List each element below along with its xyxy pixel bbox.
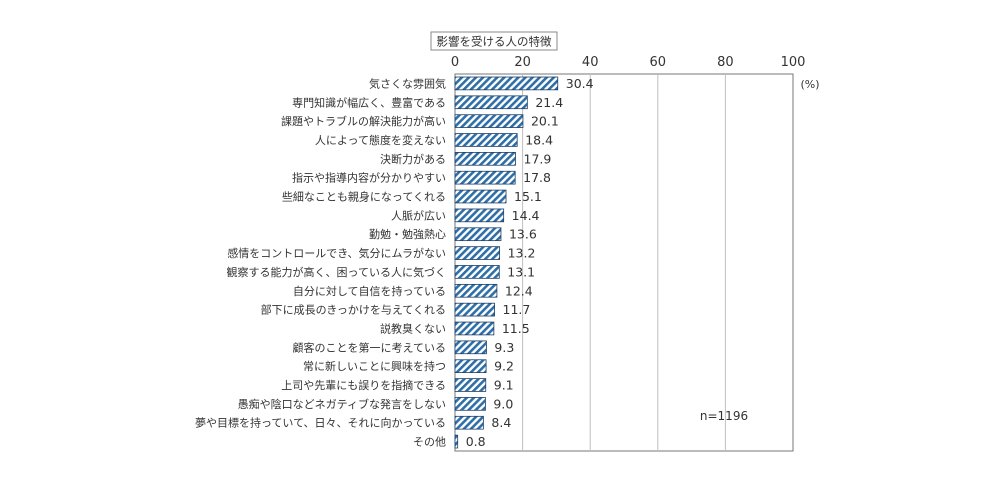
value-label: 9.2 bbox=[494, 359, 514, 374]
value-label: 12.4 bbox=[505, 283, 533, 298]
value-label: 0.8 bbox=[466, 434, 486, 449]
chart-title: 影響を受ける人の特徴 bbox=[437, 35, 552, 49]
category-label: 課題やトラブルの解決能力が高い bbox=[281, 114, 446, 128]
category-label: 部下に成長のきっかけを与えてくれる bbox=[261, 303, 446, 317]
value-label: 17.9 bbox=[524, 151, 552, 166]
x-tick-label: 80 bbox=[717, 55, 734, 70]
bar bbox=[454, 434, 459, 449]
x-tick-label: 60 bbox=[650, 55, 667, 70]
category-label: 決断力がある bbox=[380, 152, 446, 166]
category-label: 指示や指導内容が分かりやすい bbox=[292, 171, 446, 185]
unit-label: (%) bbox=[800, 78, 819, 91]
value-label: 17.8 bbox=[523, 170, 551, 185]
x-tick-label: 0 bbox=[451, 55, 459, 70]
value-label: 14.4 bbox=[512, 208, 540, 223]
bar bbox=[454, 133, 518, 147]
category-label: 勤勉・勉強熱心 bbox=[369, 227, 446, 241]
value-label: 18.4 bbox=[525, 132, 553, 147]
plot-frame bbox=[454, 73, 794, 452]
category-label: 感情をコントロールでき、気分にムラがない bbox=[227, 246, 446, 260]
bar bbox=[454, 397, 486, 411]
value-label: 13.1 bbox=[507, 264, 535, 279]
bar bbox=[454, 415, 484, 430]
category-label: 観察する能力が高く、困っている人に気づく bbox=[227, 265, 446, 279]
bar bbox=[454, 246, 501, 260]
category-label: 専門知識が幅広く、豊富である bbox=[292, 95, 446, 109]
category-label: 人脈が広い bbox=[391, 208, 446, 222]
category-label: 些細なことも親身になってくれる bbox=[282, 190, 446, 204]
category-label: 気さくな雰囲気 bbox=[369, 76, 446, 90]
category-label: 顧客のことを第一に考えている bbox=[293, 340, 446, 354]
bar bbox=[454, 227, 502, 242]
bar bbox=[454, 95, 528, 110]
category-label: 自分に対して自信を持っている bbox=[293, 284, 446, 298]
value-label: 21.4 bbox=[535, 95, 563, 110]
bar bbox=[454, 170, 516, 185]
category-label: 夢や目標を持っていて、日々、それに向かっている bbox=[195, 416, 446, 430]
value-label: 15.1 bbox=[514, 189, 542, 204]
value-label: 8.4 bbox=[491, 415, 511, 430]
x-tick-label: 100 bbox=[781, 55, 806, 70]
bar bbox=[454, 378, 487, 392]
value-label: 30.4 bbox=[566, 76, 594, 91]
sample-size-note: n=1196 bbox=[700, 409, 748, 423]
value-label: 13.6 bbox=[509, 227, 537, 242]
x-tick-label: 20 bbox=[514, 55, 531, 70]
bar bbox=[454, 359, 487, 373]
bar bbox=[454, 265, 500, 279]
bar bbox=[454, 340, 487, 355]
value-label: 9.3 bbox=[494, 340, 514, 355]
category-label: 上司や先輩にも誤りを指摘できる bbox=[281, 378, 446, 392]
value-label: 11.7 bbox=[503, 302, 531, 317]
value-label: 20.1 bbox=[531, 114, 559, 129]
x-tick-label: 40 bbox=[582, 55, 599, 70]
category-label: 常に新しいことに興味を持つ bbox=[303, 359, 446, 373]
value-label: 11.5 bbox=[502, 321, 530, 336]
bar bbox=[454, 321, 495, 336]
category-label: その他 bbox=[413, 436, 446, 449]
chart-title-box bbox=[430, 31, 558, 51]
value-label: 9.1 bbox=[494, 378, 514, 393]
bar bbox=[454, 189, 507, 204]
bar bbox=[454, 76, 559, 91]
bar bbox=[454, 283, 498, 298]
value-label: 9.0 bbox=[493, 396, 513, 411]
value-label: 13.2 bbox=[508, 246, 536, 261]
bar bbox=[454, 114, 524, 128]
bar bbox=[454, 152, 516, 166]
category-label: 愚痴や陰口などネガティブな発言をしない bbox=[238, 397, 446, 411]
category-label: 説教臭くない bbox=[380, 321, 446, 335]
category-label: 人によって態度を変えない bbox=[315, 133, 446, 147]
bar bbox=[454, 302, 495, 317]
bar bbox=[454, 208, 505, 223]
